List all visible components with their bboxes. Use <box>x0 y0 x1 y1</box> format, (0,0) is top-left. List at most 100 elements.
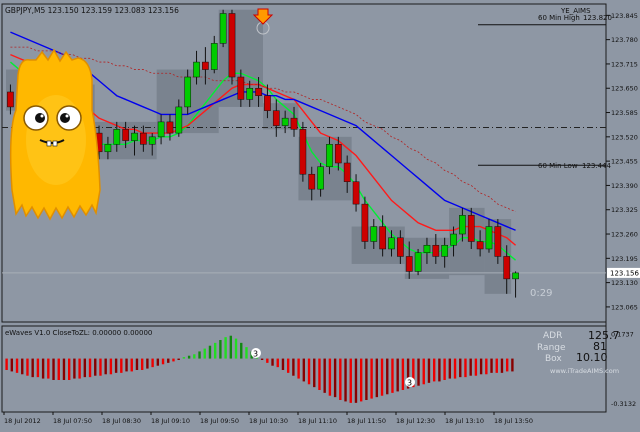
candle-body-57 <box>512 272 519 280</box>
candle-body-44 <box>397 237 404 257</box>
hour-high-label: 60 Min High <box>538 14 580 22</box>
candle-body-52 <box>467 215 475 242</box>
time-tick-label-3: 18 Jul 09:10 <box>151 417 190 425</box>
candle-body-26 <box>237 76 245 100</box>
price-tick-label-6: 123.455 <box>611 158 638 166</box>
candle-body-48 <box>432 244 440 257</box>
wave-marker-1-label: 3 <box>253 350 258 359</box>
price-tick-label-10: 123.195 <box>611 255 638 263</box>
hour-high-value: 123.820 <box>583 14 612 22</box>
time-tick-label-8: 18 Jul 12:30 <box>396 417 435 425</box>
time-tick-label-9: 18 Jul 13:10 <box>445 417 484 425</box>
candle-body-13 <box>122 129 129 141</box>
price-tick-label-3: 123.650 <box>611 85 638 93</box>
candle-body-20 <box>184 76 192 108</box>
time-tick-label-1: 18 Jul 07:50 <box>53 417 92 425</box>
oscillator-histogram <box>5 335 514 403</box>
candle-body-37 <box>334 144 342 164</box>
price-tick-label-0: 123.845 <box>611 12 638 20</box>
adr-value: 125.7 <box>588 329 620 342</box>
down-arrow-signal-icon <box>252 8 274 35</box>
current-price-value: 123.156 <box>610 269 639 277</box>
box-label: Box <box>545 354 562 364</box>
candle-body-24 <box>219 13 227 44</box>
candle-body-28 <box>255 87 262 96</box>
candle-body-14 <box>131 132 138 141</box>
candle-body-27 <box>246 87 254 100</box>
price-axis-ticks: 123.845 123.780 123.715 123.650 123.585 123.5… <box>606 12 638 311</box>
candle-body-36 <box>326 144 333 167</box>
wave-marker-2-label: 3 <box>407 379 412 388</box>
candle-body-38 <box>343 162 351 182</box>
time-tick-label-4: 18 Jul 09:50 <box>200 417 239 425</box>
candle-body-41 <box>370 226 378 242</box>
candle-body-46 <box>414 252 422 272</box>
current-price-tag <box>607 267 640 278</box>
candle-body-55 <box>494 226 502 257</box>
time-tick-label-6: 18 Jul 11:10 <box>298 417 337 425</box>
candle-body-33 <box>299 129 307 175</box>
watermark-text: www.iTradeAIMS.com <box>550 367 619 375</box>
adr-label: ADR <box>543 331 562 341</box>
candle-body-23 <box>210 43 218 70</box>
time-tick-label-7: 18 Jul 11:50 <box>347 417 386 425</box>
price-tick-label-9: 123.260 <box>611 231 638 239</box>
candle-body-21 <box>193 61 200 78</box>
candle-body-17 <box>157 121 165 138</box>
candle-body-43 <box>388 237 395 250</box>
price-tick-label-5: 123.520 <box>611 133 638 141</box>
range-box-7 <box>351 226 405 264</box>
candle-body-11 <box>104 144 112 153</box>
price-tick-label-1: 123.780 <box>611 36 638 44</box>
time-tick-label-10: 18 Jul 13:50 <box>494 417 533 425</box>
time-axis-ticks: 18 Jul 2012 18 Jul 07:50 18 Jul 08:30 18 Ju… <box>3 412 533 425</box>
range-value: 81 <box>593 340 607 353</box>
oscillator-tick-label-1: -0.3132 <box>611 400 636 408</box>
moving-average-ma_slow <box>10 31 516 231</box>
candle-countdown: 0:29 <box>530 288 552 299</box>
price-tick-label-4: 123.585 <box>611 109 638 117</box>
moving-average-ma_long <box>10 46 516 212</box>
symbol-info-text: GBPJPY,M5 123.150 123.159 123.083 123.15… <box>5 6 179 15</box>
time-tick-label-0: 18 Jul 2012 <box>4 417 41 425</box>
oscillator-tick-label-0: 0.1737 <box>611 330 634 338</box>
candle-body-49 <box>441 244 449 257</box>
candle-body-54 <box>485 226 493 250</box>
box-value: 10.10 <box>576 351 608 364</box>
yellow-fuzzy-monster-icon <box>9 48 101 221</box>
candle-body-18 <box>166 121 174 134</box>
candle-body-56 <box>503 256 511 280</box>
candle-body-0 <box>7 91 14 108</box>
price-tick-label-12: 123.065 <box>611 303 638 311</box>
candle-body-25 <box>228 13 236 78</box>
candle-body-45 <box>405 256 413 272</box>
candle-body-35 <box>317 166 324 190</box>
price-tick-label-7: 123.390 <box>611 182 638 190</box>
candle-body-40 <box>361 203 369 242</box>
candle-body-30 <box>272 110 280 126</box>
candle-body-15 <box>140 132 147 145</box>
candle-body-22 <box>202 61 209 70</box>
candle-body-53 <box>476 241 484 250</box>
indicator-tag-text: YE_AIMS <box>560 7 591 15</box>
wave-marker-2 <box>405 377 415 387</box>
candle-body-50 <box>450 233 457 246</box>
hour-low-label: 60 Min Low <box>538 162 578 170</box>
candle-body-32 <box>290 117 298 130</box>
candle-body-16 <box>148 136 156 145</box>
candle-body-19 <box>175 106 183 134</box>
time-tick-label-5: 18 Jul 10:30 <box>249 417 288 425</box>
candle-body-51 <box>459 215 466 235</box>
price-tick-label-2: 123.715 <box>611 60 638 68</box>
indicator-title: eWaves V1.0 CloseToZL: 0.00000 0.00000 <box>5 329 152 337</box>
price-tick-label-8: 123.325 <box>611 206 638 214</box>
oscillator-axis-ticks: 0.1737 -0.3132 <box>611 330 636 408</box>
hour-low-value: 123.444 <box>582 162 611 170</box>
candle-body-34 <box>308 173 316 190</box>
candle-body-47 <box>423 244 431 253</box>
price-tick-label-11: 123.130 <box>611 279 638 287</box>
candlesticks <box>7 9 519 298</box>
